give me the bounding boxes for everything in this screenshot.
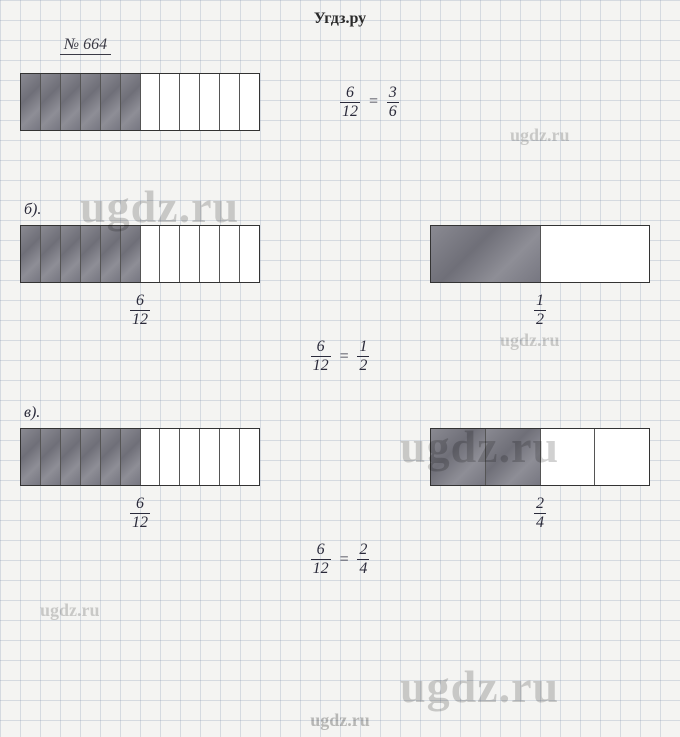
equation-a: 6 12 = 3 6 (340, 85, 399, 120)
problem-number: № 664 (60, 36, 111, 55)
page-header: Угдз.ру (20, 10, 660, 28)
fraction-a-rhs: 3 6 (387, 85, 399, 120)
fraction-c-rhs: 2 4 (357, 542, 369, 577)
bar-cell (141, 226, 161, 282)
bar-cell (101, 429, 121, 485)
part-c-right-col: 2 4 (430, 428, 650, 531)
part-a: 6 12 = 3 6 (20, 73, 660, 131)
bar-cell (160, 429, 180, 485)
bar-c-quarters (430, 428, 650, 486)
part-b-left-col: 6 12 (20, 225, 260, 328)
site-title: Угдз.ру (314, 10, 366, 27)
bar-cell (121, 429, 141, 485)
bar-cell (240, 74, 259, 130)
fraction-b-lhs: 6 12 (311, 339, 331, 374)
equation-b: 6 12 = 1 2 (311, 339, 370, 374)
bar-b-halves (430, 225, 650, 283)
bar-cell (81, 74, 101, 130)
equals-sign: = (368, 93, 379, 111)
part-b-right-col: 1 2 (430, 225, 650, 328)
bar-cell (431, 226, 541, 282)
bar-a-12ths (20, 73, 260, 131)
part-c: в). 6 12 2 4 6 12 (20, 404, 660, 577)
bar-cell (141, 74, 161, 130)
bar-cell (21, 74, 41, 130)
problem-number-row: № 664 (20, 36, 660, 55)
bar-cell (61, 429, 81, 485)
fraction-c-right-caption: 2 4 (534, 496, 546, 531)
bar-cell (21, 429, 41, 485)
bar-cell (141, 429, 161, 485)
bar-cell (160, 74, 180, 130)
bar-cell (101, 74, 121, 130)
page-container: Угдз.ру № 664 6 12 = 3 6 б). (0, 0, 680, 737)
bar-cell (101, 226, 121, 282)
bar-cell (200, 74, 220, 130)
bar-cell (61, 74, 81, 130)
part-b: б). 6 12 1 2 6 12 (20, 201, 660, 374)
bar-cell (41, 226, 61, 282)
bar-cell (486, 429, 541, 485)
bar-cell (220, 226, 240, 282)
bar-cell (160, 226, 180, 282)
bar-cell (180, 226, 200, 282)
bar-cell (541, 429, 596, 485)
bar-cell (81, 429, 101, 485)
bar-cell (431, 429, 486, 485)
bar-cell (61, 226, 81, 282)
fraction-c-left-caption: 6 12 (130, 496, 150, 531)
bar-cell (200, 226, 220, 282)
bar-cell (220, 74, 240, 130)
bar-cell (240, 226, 259, 282)
equals-sign: = (339, 348, 350, 366)
part-b-label: б). (24, 201, 660, 219)
bar-cell (200, 429, 220, 485)
bar-cell (595, 429, 649, 485)
bar-b-12ths (20, 225, 260, 283)
bar-cell (21, 226, 41, 282)
bar-cell (41, 429, 61, 485)
bar-c-12ths (20, 428, 260, 486)
bar-cell (41, 74, 61, 130)
bar-cell (180, 429, 200, 485)
bar-cell (121, 226, 141, 282)
bar-cell (240, 429, 259, 485)
fraction-a-lhs: 6 12 (340, 85, 360, 120)
bar-cell (220, 429, 240, 485)
fraction-b-left-caption: 6 12 (130, 293, 150, 328)
bar-cell (180, 74, 200, 130)
bar-cell (121, 74, 141, 130)
fraction-b-right-caption: 1 2 (534, 293, 546, 328)
equation-c: 6 12 = 2 4 (311, 542, 370, 577)
footer-watermark: ugdz.ru (0, 710, 680, 731)
part-c-label: в). (24, 404, 660, 422)
bar-cell (541, 226, 650, 282)
fraction-c-lhs: 6 12 (311, 542, 331, 577)
part-c-left-col: 6 12 (20, 428, 260, 531)
fraction-b-rhs: 1 2 (357, 339, 369, 374)
bar-cell (81, 226, 101, 282)
equals-sign: = (339, 551, 350, 569)
